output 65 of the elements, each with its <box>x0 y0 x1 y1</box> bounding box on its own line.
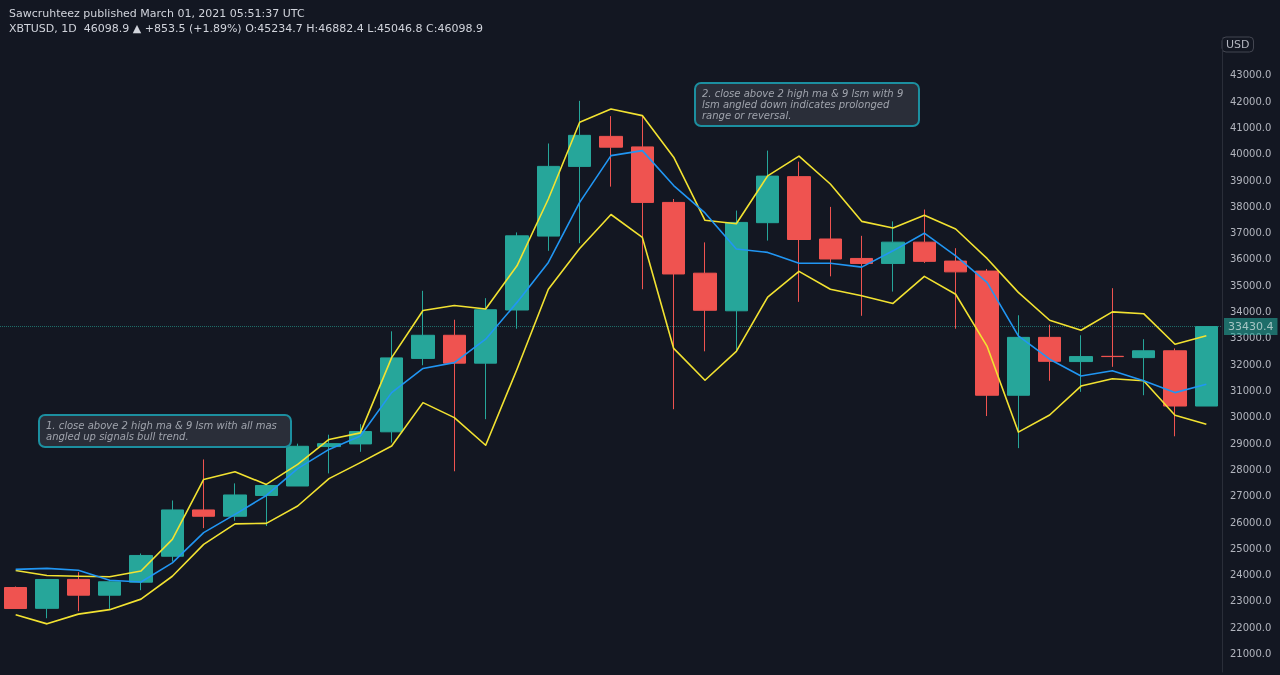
ref-line-label: 33430.4 <box>1228 320 1274 334</box>
y-tick-label: 34000.0 <box>1230 306 1272 318</box>
candlestick <box>944 247 967 330</box>
candlestick <box>1038 324 1061 382</box>
y-tick-label: 24000.0 <box>1230 569 1272 581</box>
candlestick <box>192 458 215 529</box>
candlestick <box>505 231 529 330</box>
candlestick <box>67 571 90 612</box>
candlestick <box>443 319 466 472</box>
y-tick-label: 41000.0 <box>1230 121 1272 133</box>
y-tick-label: 32000.0 <box>1230 358 1272 370</box>
candlestick <box>1101 287 1124 368</box>
y-tick-label: 40000.0 <box>1230 148 1272 160</box>
y-tick-label: 22000.0 <box>1230 621 1272 633</box>
candlestick <box>568 100 591 244</box>
candlestick <box>4 586 27 610</box>
y-tick-label: 31000.0 <box>1230 385 1272 397</box>
y-tick-label: 43000.0 <box>1230 69 1272 81</box>
y-tick-label: 38000.0 <box>1230 200 1272 212</box>
line-series <box>14 213 1208 625</box>
candlestick <box>1069 334 1093 393</box>
candlestick <box>255 484 278 527</box>
y-tick-label: 29000.0 <box>1230 437 1272 449</box>
y-tick-label: 37000.0 <box>1230 227 1272 239</box>
candlestick <box>881 220 905 293</box>
candlestick <box>223 482 247 522</box>
candlestick <box>913 209 936 264</box>
candlestick <box>1163 347 1187 437</box>
candlestick <box>1007 314 1030 449</box>
chart-title: Sawcruhteez published March 01, 2021 05:51:37 UTC <box>9 7 305 20</box>
candlestick <box>850 235 873 317</box>
y-tick-label: 26000.0 <box>1230 516 1272 528</box>
candlestick <box>537 142 560 252</box>
candlestick <box>411 290 435 366</box>
y-tick-label: 27000.0 <box>1230 490 1272 502</box>
candlestick <box>474 297 497 420</box>
candlestick <box>975 268 999 417</box>
y-tick-label: 36000.0 <box>1230 253 1272 265</box>
y-tick-label: 42000.0 <box>1230 95 1272 107</box>
annotation: 2. close above 2 high ma & 9 lsm with 9 lsm angled down indicates prolonged range or reversal. <box>702 88 907 121</box>
candlestick <box>756 150 779 242</box>
candlestick <box>725 210 748 352</box>
annotation: 1. close above 2 high ma & 9 lsm with all mas angled up signals bull trend. <box>46 420 281 442</box>
candlestick <box>35 578 59 619</box>
y-tick-label: 25000.0 <box>1230 542 1272 554</box>
y-tick-label: 21000.0 <box>1230 648 1272 660</box>
candlestick <box>1132 338 1155 396</box>
candlestick <box>662 198 685 410</box>
y-tick-label: 28000.0 <box>1230 463 1272 475</box>
y-tick-label: 39000.0 <box>1230 174 1272 186</box>
candlestick <box>1195 325 1218 407</box>
y-tick-label: 35000.0 <box>1230 279 1272 291</box>
y-tick-label: 33000.0 <box>1230 332 1272 344</box>
y-tick-label: 30000.0 <box>1230 411 1272 423</box>
candlestick <box>380 330 403 444</box>
candlestick <box>599 115 623 188</box>
candlestick <box>787 161 811 303</box>
y-tick-label: 23000.0 <box>1230 595 1272 607</box>
candlestick <box>98 580 121 610</box>
candlestick <box>631 114 654 290</box>
candlestick <box>161 499 184 563</box>
candlestick <box>819 206 842 277</box>
y-axis-title: USD <box>1226 38 1250 51</box>
candlestick <box>693 241 717 352</box>
chart-subtitle: XBTUSD, 1D 46098.9 ▲ +853.5 (+1.89%) O:45234.7 H:46882.4 L:45046.8 C:46098.9 <box>9 22 483 35</box>
